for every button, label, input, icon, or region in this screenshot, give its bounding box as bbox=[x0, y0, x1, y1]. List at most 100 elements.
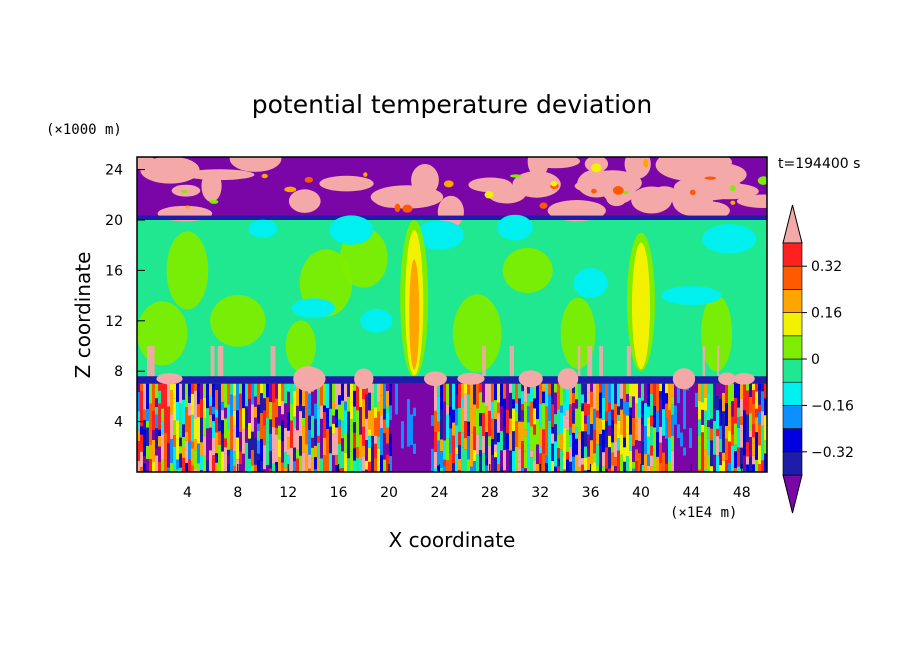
turbulence-cell bbox=[734, 383, 737, 398]
turbulence-cell bbox=[302, 383, 305, 407]
turbulence-cell bbox=[500, 466, 503, 472]
turbulence-cell bbox=[605, 421, 608, 448]
turbulence-cell bbox=[329, 426, 332, 454]
turbulence-cell bbox=[725, 467, 728, 472]
turbulence-cell bbox=[155, 455, 158, 472]
y-tick-label: 20 bbox=[105, 213, 123, 229]
turbulence-cell bbox=[716, 428, 719, 437]
turbulence-cell bbox=[350, 383, 353, 403]
turbulence-cell bbox=[356, 457, 359, 472]
turbulence-cell bbox=[293, 416, 296, 429]
lime-patch bbox=[502, 247, 553, 293]
turbulence-cell bbox=[641, 400, 644, 415]
turbulence-cell bbox=[581, 403, 584, 412]
turbulence-cell bbox=[215, 390, 218, 410]
turbulence-cell bbox=[455, 454, 458, 472]
turbulence-cell bbox=[290, 447, 293, 472]
turbulence-cell bbox=[251, 383, 254, 405]
turbulence-cell bbox=[602, 452, 605, 467]
turbulence-cell bbox=[530, 450, 533, 458]
turbulence-cell bbox=[581, 394, 584, 404]
turbulence-cell bbox=[182, 447, 185, 458]
turbulence-cell bbox=[173, 420, 176, 436]
turbulence-cell bbox=[587, 456, 590, 470]
turbulence-cell bbox=[641, 414, 644, 425]
turbulence-cell bbox=[590, 424, 593, 441]
turbulence-cell bbox=[326, 450, 329, 472]
turbulence-cell bbox=[407, 383, 410, 400]
turbulence-cell bbox=[380, 427, 383, 456]
turbulence-cell bbox=[605, 383, 608, 412]
turbulence-cell bbox=[395, 383, 398, 396]
turbulence-cell bbox=[287, 412, 290, 431]
turbulence-cell bbox=[497, 413, 500, 433]
turbulence-cell bbox=[188, 441, 191, 460]
turbulence-cell bbox=[242, 428, 245, 454]
turbulence-cell bbox=[494, 419, 497, 445]
turbulence-cell bbox=[428, 441, 431, 454]
turbulence-cell bbox=[137, 383, 140, 393]
turbulence-cell bbox=[410, 420, 413, 446]
turbulence-cell bbox=[545, 463, 548, 472]
turbulence-cell bbox=[347, 396, 350, 412]
field-detail bbox=[137, 157, 767, 472]
turbulence-cell bbox=[446, 438, 449, 461]
turbulence-cell bbox=[290, 383, 293, 404]
turbulence-cell bbox=[593, 462, 596, 472]
turbulence-cell bbox=[563, 415, 566, 428]
turbulence-cell bbox=[422, 441, 425, 457]
turbulence-cell bbox=[437, 383, 440, 397]
turbulence-cell bbox=[650, 466, 653, 472]
turbulence-cell bbox=[209, 427, 212, 451]
turbulence-cell bbox=[737, 417, 740, 428]
turbulence-cell bbox=[677, 438, 680, 465]
turbulence-cell bbox=[521, 383, 524, 392]
turbulence-cell bbox=[722, 392, 725, 412]
turbulence-cell bbox=[443, 459, 446, 467]
turbulence-cell bbox=[749, 464, 752, 472]
turbulence-cell bbox=[701, 424, 704, 433]
turbulence-cell bbox=[644, 454, 647, 472]
turbulence-cell bbox=[584, 446, 587, 458]
speckle bbox=[209, 199, 219, 204]
turbulence-cell bbox=[536, 444, 539, 465]
turbulence-cell bbox=[347, 434, 350, 459]
turbulence-cell bbox=[392, 452, 395, 472]
turbulence-cell bbox=[725, 438, 728, 461]
turbulence-cell bbox=[518, 383, 521, 399]
lime-patch bbox=[137, 301, 188, 366]
turbulence-cell bbox=[512, 451, 515, 472]
turbulence-cell bbox=[251, 465, 254, 472]
turbulence-cell bbox=[287, 391, 290, 413]
turbulence-cell bbox=[326, 429, 329, 451]
turbulence-cell bbox=[698, 419, 701, 436]
overshoot bbox=[423, 371, 447, 387]
turbulence-cell bbox=[146, 470, 149, 472]
warm-blob bbox=[650, 186, 679, 204]
turbulence-cell bbox=[329, 383, 332, 409]
turbulence-cell bbox=[215, 409, 218, 418]
turbulence-cell bbox=[407, 399, 410, 423]
x-tick-label: 32 bbox=[531, 485, 549, 501]
turbulence-cell bbox=[338, 443, 341, 469]
turbulence-cell bbox=[578, 432, 581, 441]
turbulence-cell bbox=[326, 383, 329, 409]
turbulence-cell bbox=[158, 383, 161, 391]
turbulence-cell bbox=[566, 410, 569, 419]
turbulence-cell bbox=[434, 431, 437, 453]
y-tick-label: 8 bbox=[114, 364, 123, 380]
turbulence-cell bbox=[143, 463, 146, 472]
turbulence-cell bbox=[656, 383, 659, 412]
turbulence-cell bbox=[707, 454, 710, 472]
turbulence-cell bbox=[695, 392, 698, 408]
turbulence-cell bbox=[455, 383, 458, 395]
colorbar-tick-label: 0.32 bbox=[811, 259, 842, 275]
turbulence-cell bbox=[353, 432, 356, 449]
colorbar-box bbox=[782, 405, 803, 429]
turbulence-cell bbox=[545, 383, 548, 407]
turbulence-cell bbox=[257, 404, 260, 424]
turbulence-cell bbox=[755, 417, 758, 433]
turbulence-cell bbox=[176, 439, 179, 460]
turbulence-cell bbox=[557, 448, 560, 459]
turbulence-cell bbox=[512, 383, 515, 400]
